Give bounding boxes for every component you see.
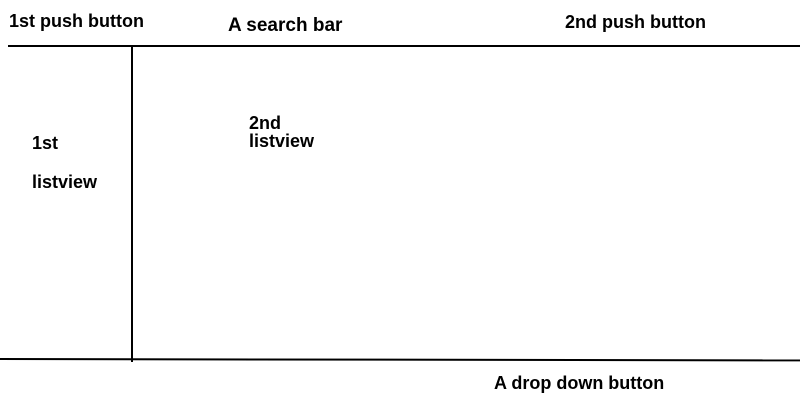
push-button-1-label[interactable]: 1st push button	[9, 11, 144, 31]
listview-2-label[interactable]: 2nd listview	[249, 113, 315, 151]
footer-divider-line	[0, 358, 800, 362]
push-button-2-label[interactable]: 2nd push button	[565, 12, 706, 32]
dropdown-button-label[interactable]: A drop down button	[494, 373, 665, 393]
listview-1-label[interactable]: 1st listview	[32, 133, 98, 192]
toolbar-divider-line	[8, 45, 800, 47]
search-bar-label[interactable]: A search bar	[228, 15, 343, 36]
listview-divider-line	[131, 46, 133, 362]
